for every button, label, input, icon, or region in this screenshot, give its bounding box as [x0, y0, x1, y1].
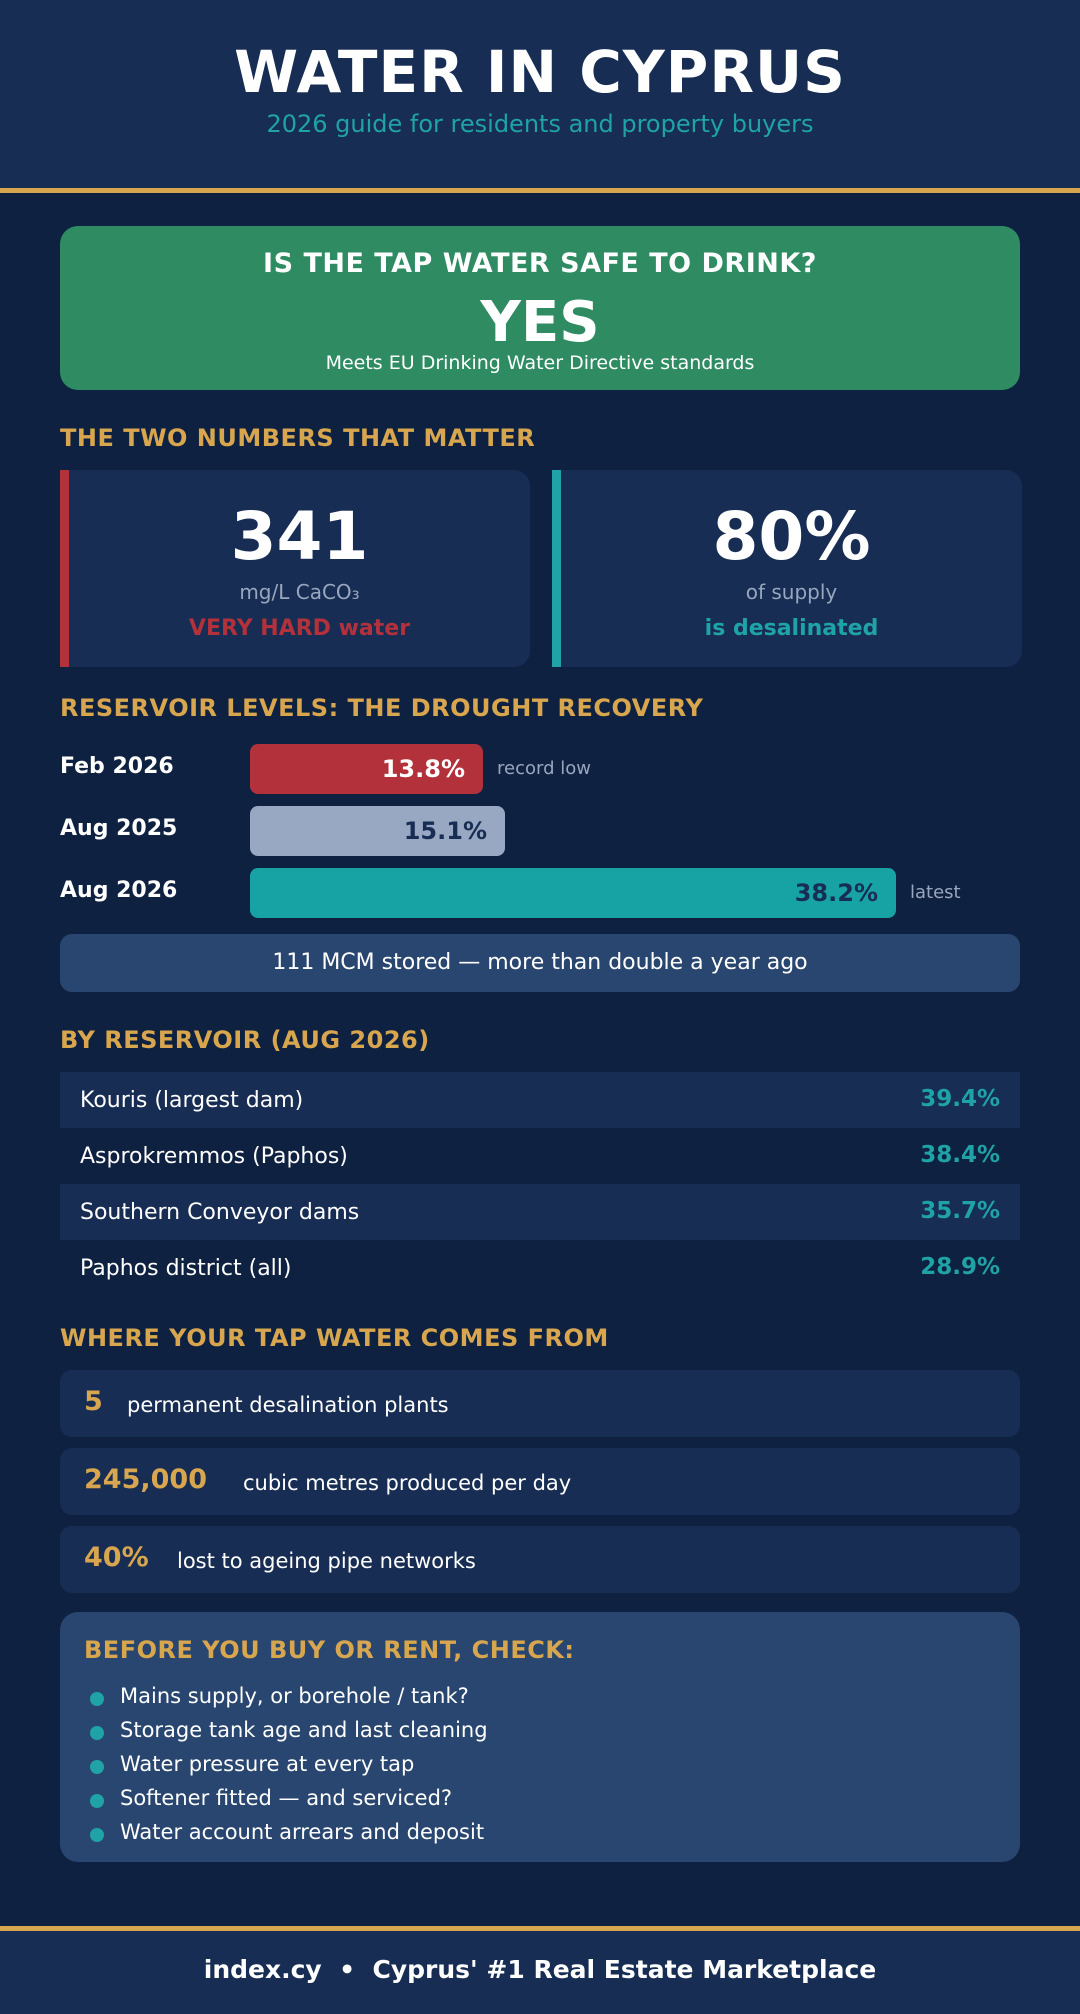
- reservoir-pct: 39.4%: [920, 1086, 1000, 1112]
- reservoir-pct: 35.7%: [920, 1198, 1000, 1224]
- page-subtitle: 2026 guide for residents and property bu…: [266, 110, 814, 138]
- bar-label: Aug 2025: [60, 816, 178, 841]
- table-row: Paphos district (all) 28.9%: [60, 1240, 1020, 1296]
- reservoir-pct: 38.4%: [920, 1142, 1000, 1168]
- footer-text: index.cy • Cyprus' #1 Real Estate Market…: [203, 1955, 877, 1984]
- desalination-tag: is desalinated: [704, 616, 879, 641]
- page-title: WATER IN CYPRUS: [234, 38, 846, 106]
- bar-note: latest: [910, 882, 961, 903]
- checklist-item-text: Softener fitted — and serviced?: [120, 1786, 453, 1810]
- bullet-dot-icon: [90, 1828, 104, 1842]
- fact-number: 245,000: [84, 1464, 207, 1495]
- hardness-stat-card: 341 mg/L CaCO₃ VERY HARD water: [60, 470, 530, 667]
- table-row: Southern Conveyor dams 35.7%: [60, 1184, 1020, 1240]
- fact-card: 245,000 cubic metres produced per day: [60, 1448, 1020, 1515]
- hardness-tag: VERY HARD water: [188, 616, 411, 641]
- hardness-value: 341: [230, 498, 369, 575]
- section-title-numbers: THE TWO NUMBERS THAT MATTER: [60, 424, 536, 452]
- bar-label: Feb 2026: [60, 754, 174, 779]
- checklist-item-text: Water pressure at every tap: [120, 1752, 415, 1776]
- reservoir-level-bar: 13.8%: [250, 744, 483, 794]
- reservoir-name: Paphos district (all): [80, 1256, 292, 1281]
- fact-card: 5 permanent desalination plants: [60, 1370, 1020, 1437]
- bullet-dot-icon: [90, 1726, 104, 1740]
- buyer-checklist: BEFORE YOU BUY OR RENT, CHECK: Mains sup…: [60, 1612, 1020, 1862]
- bullet-dot-icon: [90, 1794, 104, 1808]
- desalination-stat-card: 80% of supply is desalinated: [552, 470, 1022, 667]
- bullet-dot-icon: [90, 1760, 104, 1774]
- page-footer: index.cy • Cyprus' #1 Real Estate Market…: [0, 1926, 1080, 2014]
- fact-card: 40% lost to ageing pipe networks: [60, 1526, 1020, 1593]
- page-header: WATER IN CYPRUS 2026 guide for residents…: [0, 0, 1080, 193]
- safety-answer: YES: [480, 290, 600, 355]
- list-item: Mains supply, or borehole / tank?: [90, 1684, 488, 1718]
- bar-note: record low: [497, 758, 591, 779]
- reservoir-bar-row: Aug 2025 15.1%: [60, 806, 1020, 856]
- reservoir-table: Kouris (largest dam) 39.4% Asprokremmos …: [60, 1072, 1020, 1296]
- reservoir-pct: 28.9%: [920, 1254, 1000, 1280]
- fact-text: lost to ageing pipe networks: [177, 1549, 476, 1573]
- reservoir-name: Asprokremmos (Paphos): [80, 1144, 348, 1169]
- checklist-items: Mains supply, or borehole / tank? Storag…: [90, 1684, 488, 1854]
- desalination-value: 80%: [712, 498, 871, 575]
- bar-value-label: 13.8%: [381, 755, 465, 783]
- bar-value-label: 15.1%: [403, 817, 487, 845]
- fact-number: 40%: [84, 1542, 149, 1573]
- fact-text: permanent desalination plants: [127, 1393, 449, 1417]
- section-title-by-reservoir: BY RESERVOIR (AUG 2026): [60, 1026, 430, 1054]
- desalination-unit: of supply: [745, 580, 838, 604]
- bar-value-label: 38.2%: [794, 879, 878, 907]
- safety-question: IS THE TAP WATER SAFE TO DRINK?: [263, 248, 817, 279]
- bullet-dot-icon: [90, 1692, 104, 1706]
- list-item: Water account arrears and deposit: [90, 1820, 488, 1854]
- list-item: Storage tank age and last cleaning: [90, 1718, 488, 1752]
- checklist-item-text: Mains supply, or borehole / tank?: [120, 1684, 469, 1708]
- safety-note: Meets EU Drinking Water Directive standa…: [325, 352, 755, 374]
- list-item: Softener fitted — and serviced?: [90, 1786, 488, 1820]
- section-title-reservoir-levels: RESERVOIR LEVELS: THE DROUGHT RECOVERY: [60, 694, 704, 722]
- storage-summary: 111 MCM stored — more than double a year…: [60, 934, 1020, 992]
- checklist-title: BEFORE YOU BUY OR RENT, CHECK:: [84, 1636, 575, 1664]
- list-item: Water pressure at every tap: [90, 1752, 488, 1786]
- reservoir-level-bar: 15.1%: [250, 806, 505, 856]
- reservoir-name: Southern Conveyor dams: [80, 1200, 360, 1225]
- table-row: Kouris (largest dam) 39.4%: [60, 1072, 1020, 1128]
- tap-water-safety-panel: IS THE TAP WATER SAFE TO DRINK? YES Meet…: [60, 226, 1020, 390]
- reservoir-level-bar: 38.2%: [250, 868, 896, 918]
- reservoir-bar-row: Aug 2026 38.2% latest: [60, 868, 1020, 918]
- section-title-sources: WHERE YOUR TAP WATER COMES FROM: [60, 1324, 609, 1352]
- checklist-item-text: Storage tank age and last cleaning: [120, 1718, 488, 1742]
- fact-text: cubic metres produced per day: [243, 1471, 572, 1495]
- table-row: Asprokremmos (Paphos) 38.4%: [60, 1128, 1020, 1184]
- fact-number: 5: [84, 1386, 103, 1417]
- checklist-item-text: Water account arrears and deposit: [120, 1820, 485, 1844]
- reservoir-name: Kouris (largest dam): [80, 1088, 304, 1113]
- hardness-unit: mg/L CaCO₃: [239, 580, 360, 604]
- bar-label: Aug 2026: [60, 878, 178, 903]
- reservoir-bar-row: Feb 2026 13.8% record low: [60, 744, 1020, 794]
